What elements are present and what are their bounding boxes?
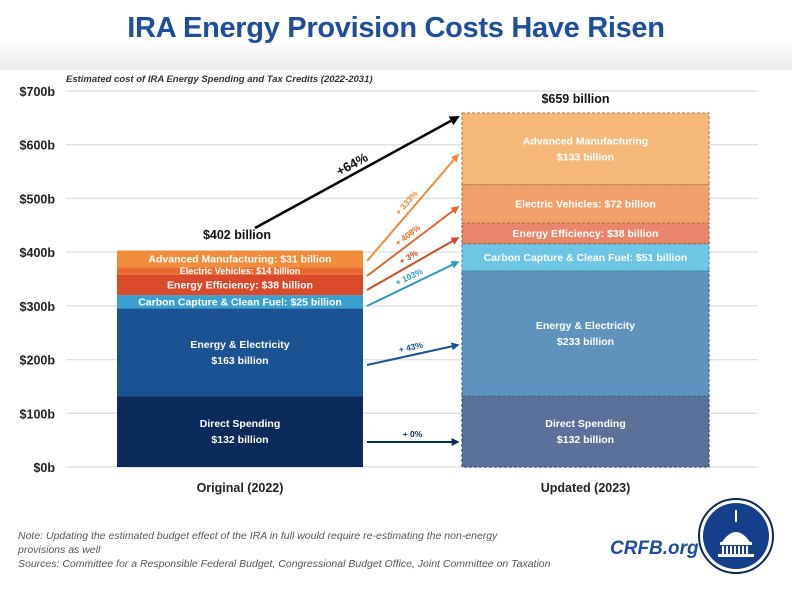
segment-label: $163 billion xyxy=(211,355,268,367)
bar-segment xyxy=(461,112,710,186)
bar-segment xyxy=(117,308,363,397)
segment-label: Energy & Electricity xyxy=(190,339,289,351)
segment-label: $132 billion xyxy=(557,434,614,446)
segment-label: Electric Vehicles: $14 billion xyxy=(180,266,301,276)
y-tick-label: $300b xyxy=(20,300,56,314)
y-tick-label: $500b xyxy=(20,192,56,206)
total-label: $402 billion xyxy=(203,228,271,242)
title-banner: IRA Energy Provision Costs Have Risen xyxy=(0,0,792,70)
bar-segment xyxy=(461,222,710,245)
total-change-arrow xyxy=(254,115,460,230)
note-text-line2: provisions as well xyxy=(18,544,101,556)
y-tick-label: $600b xyxy=(20,139,56,153)
brand-link[interactable]: CRFB.org xyxy=(610,538,699,559)
segment-label: Advanced Manufacturing xyxy=(523,135,648,147)
series-change-arrow xyxy=(366,237,460,291)
segment-label: Energy & Electricity xyxy=(536,320,635,332)
x-category-label: Updated (2023) xyxy=(541,481,631,495)
series-change-arrow xyxy=(366,342,460,366)
bar-segment xyxy=(117,274,363,296)
sources-text: Sources: Committee for a Responsible Fed… xyxy=(18,558,551,570)
series-change-arrow-label: + 0% xyxy=(403,429,423,439)
bar-segment xyxy=(461,270,710,397)
segment-label: Direct Spending xyxy=(545,418,626,430)
bar-segment xyxy=(117,250,363,268)
bar-segment xyxy=(461,395,710,468)
segment-label: Carbon Capture & Clean Fuel: $51 billion xyxy=(484,252,688,264)
segment-label: Direct Spending xyxy=(200,418,281,430)
bar-segment xyxy=(461,242,710,272)
footer-notes: Note: Updating the estimated budget effe… xyxy=(18,529,578,571)
y-tick-label: $100b xyxy=(20,407,56,421)
y-tick-label: $400b xyxy=(20,246,56,260)
note-text-line1: Note: Updating the estimated budget effe… xyxy=(18,530,498,542)
segment-label: Advanced Manufacturing: $31 billion xyxy=(148,254,331,266)
segment-label: Carbon Capture & Clean Fuel: $25 billion xyxy=(138,297,342,309)
bar-segment xyxy=(461,183,710,224)
y-tick-label: $200b xyxy=(20,354,56,368)
x-category-label: Original (2022) xyxy=(197,481,284,495)
bar-segment xyxy=(117,396,363,467)
segment-label: Energy Efficiency: $38 billion xyxy=(167,280,313,292)
chart-subtitle: Estimated cost of IRA Energy Spending an… xyxy=(66,74,373,85)
series-change-arrow xyxy=(366,261,460,307)
crfb-capitol-logo xyxy=(698,498,774,574)
y-tick-label: $0b xyxy=(33,461,55,475)
bar-segment xyxy=(117,295,363,309)
segment-label: $132 billion xyxy=(211,434,268,446)
series-change-arrow xyxy=(366,153,460,262)
total-label: $659 billion xyxy=(541,92,609,106)
y-tick-label: $700b xyxy=(20,85,56,99)
series-change-arrow xyxy=(366,206,460,277)
segment-label: Energy Efficiency: $38 billion xyxy=(513,228,659,240)
bar-segment xyxy=(117,267,363,275)
segment-label: $133 billion xyxy=(557,151,614,163)
page-title: IRA Energy Provision Costs Have Risen xyxy=(127,12,665,44)
segment-label: $233 billion xyxy=(557,336,614,348)
series-change-arrow-label: + 103% xyxy=(394,266,425,288)
segment-label: Electric Vehicles: $72 billion xyxy=(515,198,656,210)
